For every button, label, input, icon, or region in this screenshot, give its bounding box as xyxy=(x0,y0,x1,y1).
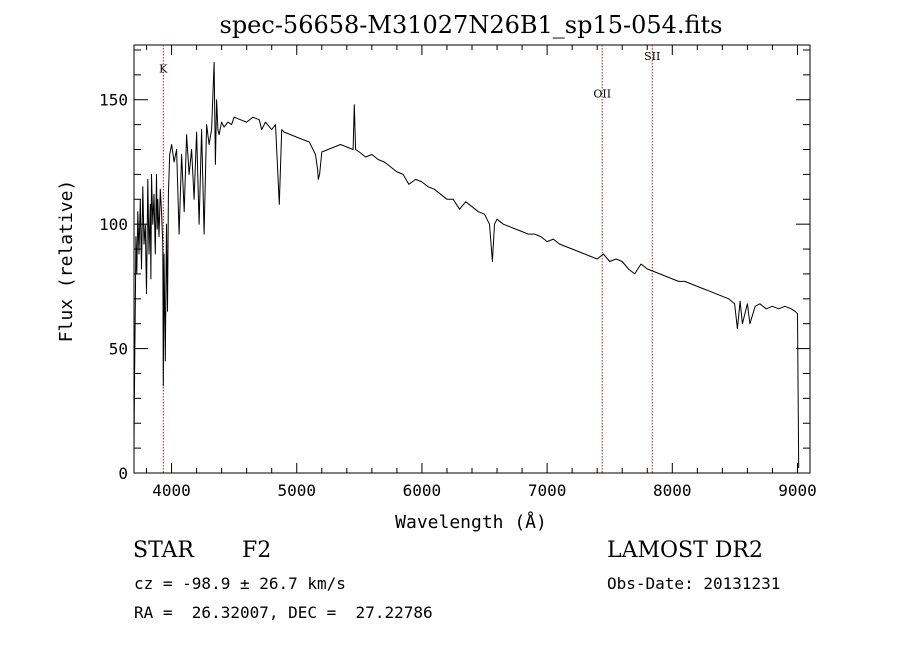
x-tick-label: 7000 xyxy=(528,481,567,500)
spectral-line-label: SII xyxy=(644,50,660,63)
x-axis-label: Wavelength (Å) xyxy=(395,511,547,533)
spectral-line-label: OII xyxy=(593,87,611,100)
y-tick-label: 50 xyxy=(109,340,128,359)
x-tick-label: 5000 xyxy=(277,481,316,500)
redshift-velocity: cz = -98.9 ± 26.7 km/s xyxy=(134,574,346,593)
x-tick-label: 8000 xyxy=(653,481,692,500)
chart-title: spec-56658-M31027N26B1_sp15-054.fits xyxy=(220,11,723,39)
y-tick-label: 150 xyxy=(99,91,128,110)
spectral-line-label: K xyxy=(159,62,168,75)
x-tick-label: 6000 xyxy=(403,481,442,500)
x-tick-label: 4000 xyxy=(152,481,191,500)
survey-name: LAMOST DR2 xyxy=(607,538,763,563)
coordinates: RA = 26.32007, DEC = 27.22786 xyxy=(134,603,433,622)
y-tick-label: 100 xyxy=(99,215,128,234)
x-tick-label: 9000 xyxy=(778,481,817,500)
y-tick-label: 0 xyxy=(118,464,128,483)
spectral-subclass: F2 xyxy=(242,538,272,563)
object-type: STAR xyxy=(133,538,194,563)
observation-date: Obs-Date: 20131231 xyxy=(607,574,781,593)
y-axis-label: Flux (relative) xyxy=(56,180,77,343)
spectrum-line xyxy=(133,61,800,469)
plot-frame xyxy=(133,44,811,474)
